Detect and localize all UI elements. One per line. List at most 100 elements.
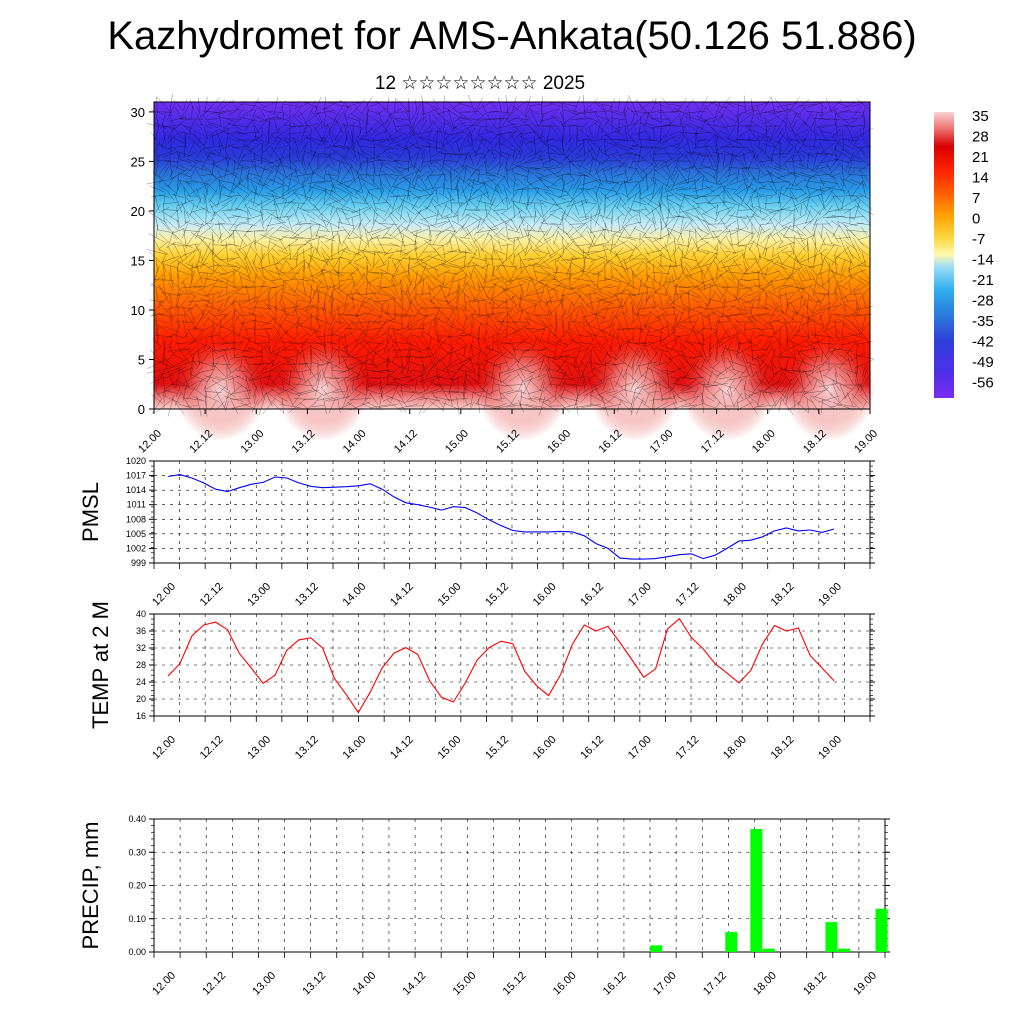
y-tick-label: 5 (138, 352, 145, 367)
colorbar (934, 112, 954, 398)
x-tick-label: 16.00 (545, 428, 573, 456)
x-tick-label: 15.00 (451, 970, 479, 998)
y-tick-label: 15 (131, 253, 145, 268)
y-tick-label: 28 (136, 660, 146, 670)
y-tick-label: 0.40 (128, 814, 146, 824)
precip-bar (750, 828, 763, 952)
colorbar-label: -42 (972, 334, 994, 351)
precip-bar (825, 922, 838, 952)
colorbar-label: 14 (972, 170, 989, 187)
x-tick-label: 15.00 (443, 428, 471, 456)
x-tick-label: 17.12 (673, 734, 701, 762)
y-axis-label: PRECIP, mm (78, 822, 103, 950)
y-tick-label: 1011 (127, 500, 146, 510)
precip-bar (650, 945, 663, 952)
x-tick-label: 12.00 (150, 581, 178, 609)
y-tick-label: 0 (138, 402, 145, 417)
y-tick-label: 1002 (126, 543, 146, 553)
x-tick-label: 16.00 (531, 734, 559, 762)
x-tick-label: 14.00 (340, 734, 368, 762)
y-axis-label: TEMP at 2 M (88, 601, 113, 729)
y-tick-label: 20 (136, 694, 146, 704)
wind-barbs (146, 94, 875, 417)
y-tick-label: 36 (136, 626, 146, 636)
x-tick-label: 12.00 (150, 734, 178, 762)
x-tick-label: 12.12 (198, 581, 226, 609)
x-tick-label: 12.12 (200, 970, 228, 998)
y-tick-label: 30 (131, 105, 145, 120)
precip-bar (837, 948, 850, 952)
y-tick-label: 1017 (126, 471, 146, 481)
y-tick-label: 24 (136, 677, 146, 687)
x-tick-label: 15.00 (436, 734, 464, 762)
colorbar-label: 28 (972, 129, 989, 146)
x-tick-label: 18.00 (721, 734, 749, 762)
y-tick-label: 0.10 (128, 914, 146, 924)
x-tick-label: 18.00 (750, 428, 778, 456)
y-tick-label: 20 (131, 204, 145, 219)
x-tick-label: 17.00 (626, 734, 654, 762)
x-tick-label: 19.00 (851, 970, 879, 998)
x-tick-label: 13.12 (293, 581, 321, 609)
x-tick-label: 18.00 (751, 970, 779, 998)
x-tick-label: 17.12 (673, 581, 701, 609)
colorbar-label: 0 (972, 211, 980, 228)
colorbar-label: 35 (972, 108, 989, 125)
precip-bar (725, 932, 738, 952)
y-tick-label: 40 (136, 609, 146, 619)
y-axis-label: PMSL (78, 482, 103, 542)
heatmap-warm-cell (174, 337, 267, 441)
x-tick-label: 15.12 (483, 734, 511, 762)
x-tick-label: 12.12 (198, 734, 226, 762)
colorbar-label: 7 (972, 190, 980, 207)
y-tick-label: 10 (131, 303, 145, 318)
x-tick-label: 14.12 (392, 428, 420, 456)
heatmap-warm-cell (476, 337, 569, 441)
x-tick-label: 14.12 (401, 970, 429, 998)
x-tick-label: 17.00 (626, 581, 654, 609)
colorbar-label: -7 (972, 231, 985, 248)
x-tick-label: 18.12 (769, 581, 797, 609)
y-tick-label: 16 (136, 711, 146, 721)
x-tick-label: 12.00 (136, 428, 164, 456)
colorbar-label: -28 (972, 293, 994, 310)
page-title: Kazhydromet for AMS-Ankata(50.126 51.886… (107, 14, 917, 58)
x-tick-label: 15.12 (501, 970, 529, 998)
x-tick-label: 13.00 (245, 734, 273, 762)
x-tick-label: 15.12 (483, 581, 511, 609)
x-tick-label: 14.12 (388, 581, 416, 609)
y-tick-label: 1020 (126, 456, 146, 466)
x-tick-label: 13.12 (293, 734, 321, 762)
page-subtitle: 12 ☆☆☆☆☆☆☆☆ 2025 (374, 73, 586, 94)
heatmap-warm-cell (680, 337, 773, 441)
x-tick-label: 18.12 (769, 734, 797, 762)
heatmap-warm-cell (783, 337, 876, 441)
x-tick-label: 14.00 (350, 970, 378, 998)
colorbar-label: -49 (972, 354, 994, 371)
x-tick-label: 16.12 (578, 581, 606, 609)
x-tick-label: 14.00 (340, 581, 368, 609)
y-tick-label: 999 (131, 558, 146, 568)
y-tick-label: 0.00 (128, 947, 146, 957)
y-tick-label: 0.30 (128, 847, 146, 857)
y-tick-label: 32 (136, 643, 146, 653)
x-tick-label: 12.00 (150, 970, 178, 998)
x-tick-label: 17.00 (651, 970, 679, 998)
x-tick-label: 19.00 (816, 734, 844, 762)
heatmap-warm-cell (588, 337, 681, 441)
x-tick-label: 18.00 (721, 581, 749, 609)
x-tick-label: 19.00 (816, 581, 844, 609)
series-line-pmsl (167, 474, 835, 560)
y-tick-label: 0.20 (128, 881, 146, 891)
colorbar-label: 21 (972, 149, 989, 166)
x-tick-label: 14.12 (388, 734, 416, 762)
colorbar-label: -21 (972, 272, 994, 289)
y-tick-label: 1005 (126, 529, 146, 539)
colorbar-label: -35 (972, 313, 994, 330)
x-tick-label: 16.12 (601, 970, 629, 998)
precip-bar (762, 948, 775, 952)
y-tick-label: 25 (131, 154, 145, 169)
x-tick-label: 17.12 (701, 970, 729, 998)
x-tick-label: 16.00 (531, 581, 559, 609)
